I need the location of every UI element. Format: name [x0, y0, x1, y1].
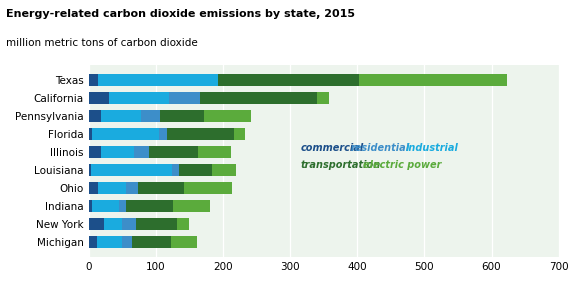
- Text: million metric tons of carbon dioxide: million metric tons of carbon dioxide: [6, 38, 198, 48]
- Bar: [109, 92, 170, 104]
- Bar: [92, 164, 172, 176]
- Bar: [213, 164, 236, 176]
- Bar: [104, 218, 123, 230]
- Bar: [89, 92, 109, 104]
- Bar: [141, 110, 160, 122]
- Bar: [119, 200, 125, 212]
- Bar: [89, 110, 101, 122]
- Bar: [178, 218, 190, 230]
- Bar: [132, 236, 171, 248]
- Bar: [125, 200, 172, 212]
- Bar: [135, 146, 149, 158]
- Bar: [359, 74, 507, 86]
- Bar: [101, 146, 135, 158]
- Bar: [123, 218, 136, 230]
- Bar: [149, 146, 198, 158]
- Bar: [159, 128, 167, 140]
- Bar: [89, 128, 92, 140]
- Text: transportation: transportation: [300, 160, 380, 170]
- Bar: [123, 236, 132, 248]
- Bar: [179, 164, 213, 176]
- Bar: [98, 182, 127, 194]
- Bar: [218, 74, 359, 86]
- Text: commercial: commercial: [300, 143, 363, 153]
- Bar: [97, 236, 123, 248]
- Bar: [184, 182, 233, 194]
- Bar: [89, 164, 92, 176]
- Bar: [89, 182, 98, 194]
- Bar: [203, 110, 250, 122]
- Bar: [89, 236, 97, 248]
- Bar: [139, 182, 184, 194]
- Text: electric power: electric power: [363, 160, 441, 170]
- Bar: [89, 146, 101, 158]
- Bar: [92, 128, 159, 140]
- Bar: [89, 200, 92, 212]
- Bar: [170, 92, 199, 104]
- Bar: [172, 164, 179, 176]
- Bar: [136, 218, 178, 230]
- Bar: [167, 128, 234, 140]
- Bar: [160, 110, 203, 122]
- Bar: [234, 128, 245, 140]
- Bar: [172, 200, 210, 212]
- Text: residential: residential: [351, 143, 410, 153]
- Bar: [198, 146, 231, 158]
- Bar: [317, 92, 329, 104]
- Bar: [101, 110, 141, 122]
- Bar: [127, 182, 139, 194]
- Bar: [89, 218, 104, 230]
- Text: Energy-related carbon dioxide emissions by state, 2015: Energy-related carbon dioxide emissions …: [6, 9, 355, 19]
- Bar: [199, 92, 317, 104]
- Text: industrial: industrial: [406, 143, 458, 153]
- Bar: [97, 74, 218, 86]
- Bar: [89, 74, 97, 86]
- Bar: [92, 200, 119, 212]
- Bar: [171, 236, 197, 248]
